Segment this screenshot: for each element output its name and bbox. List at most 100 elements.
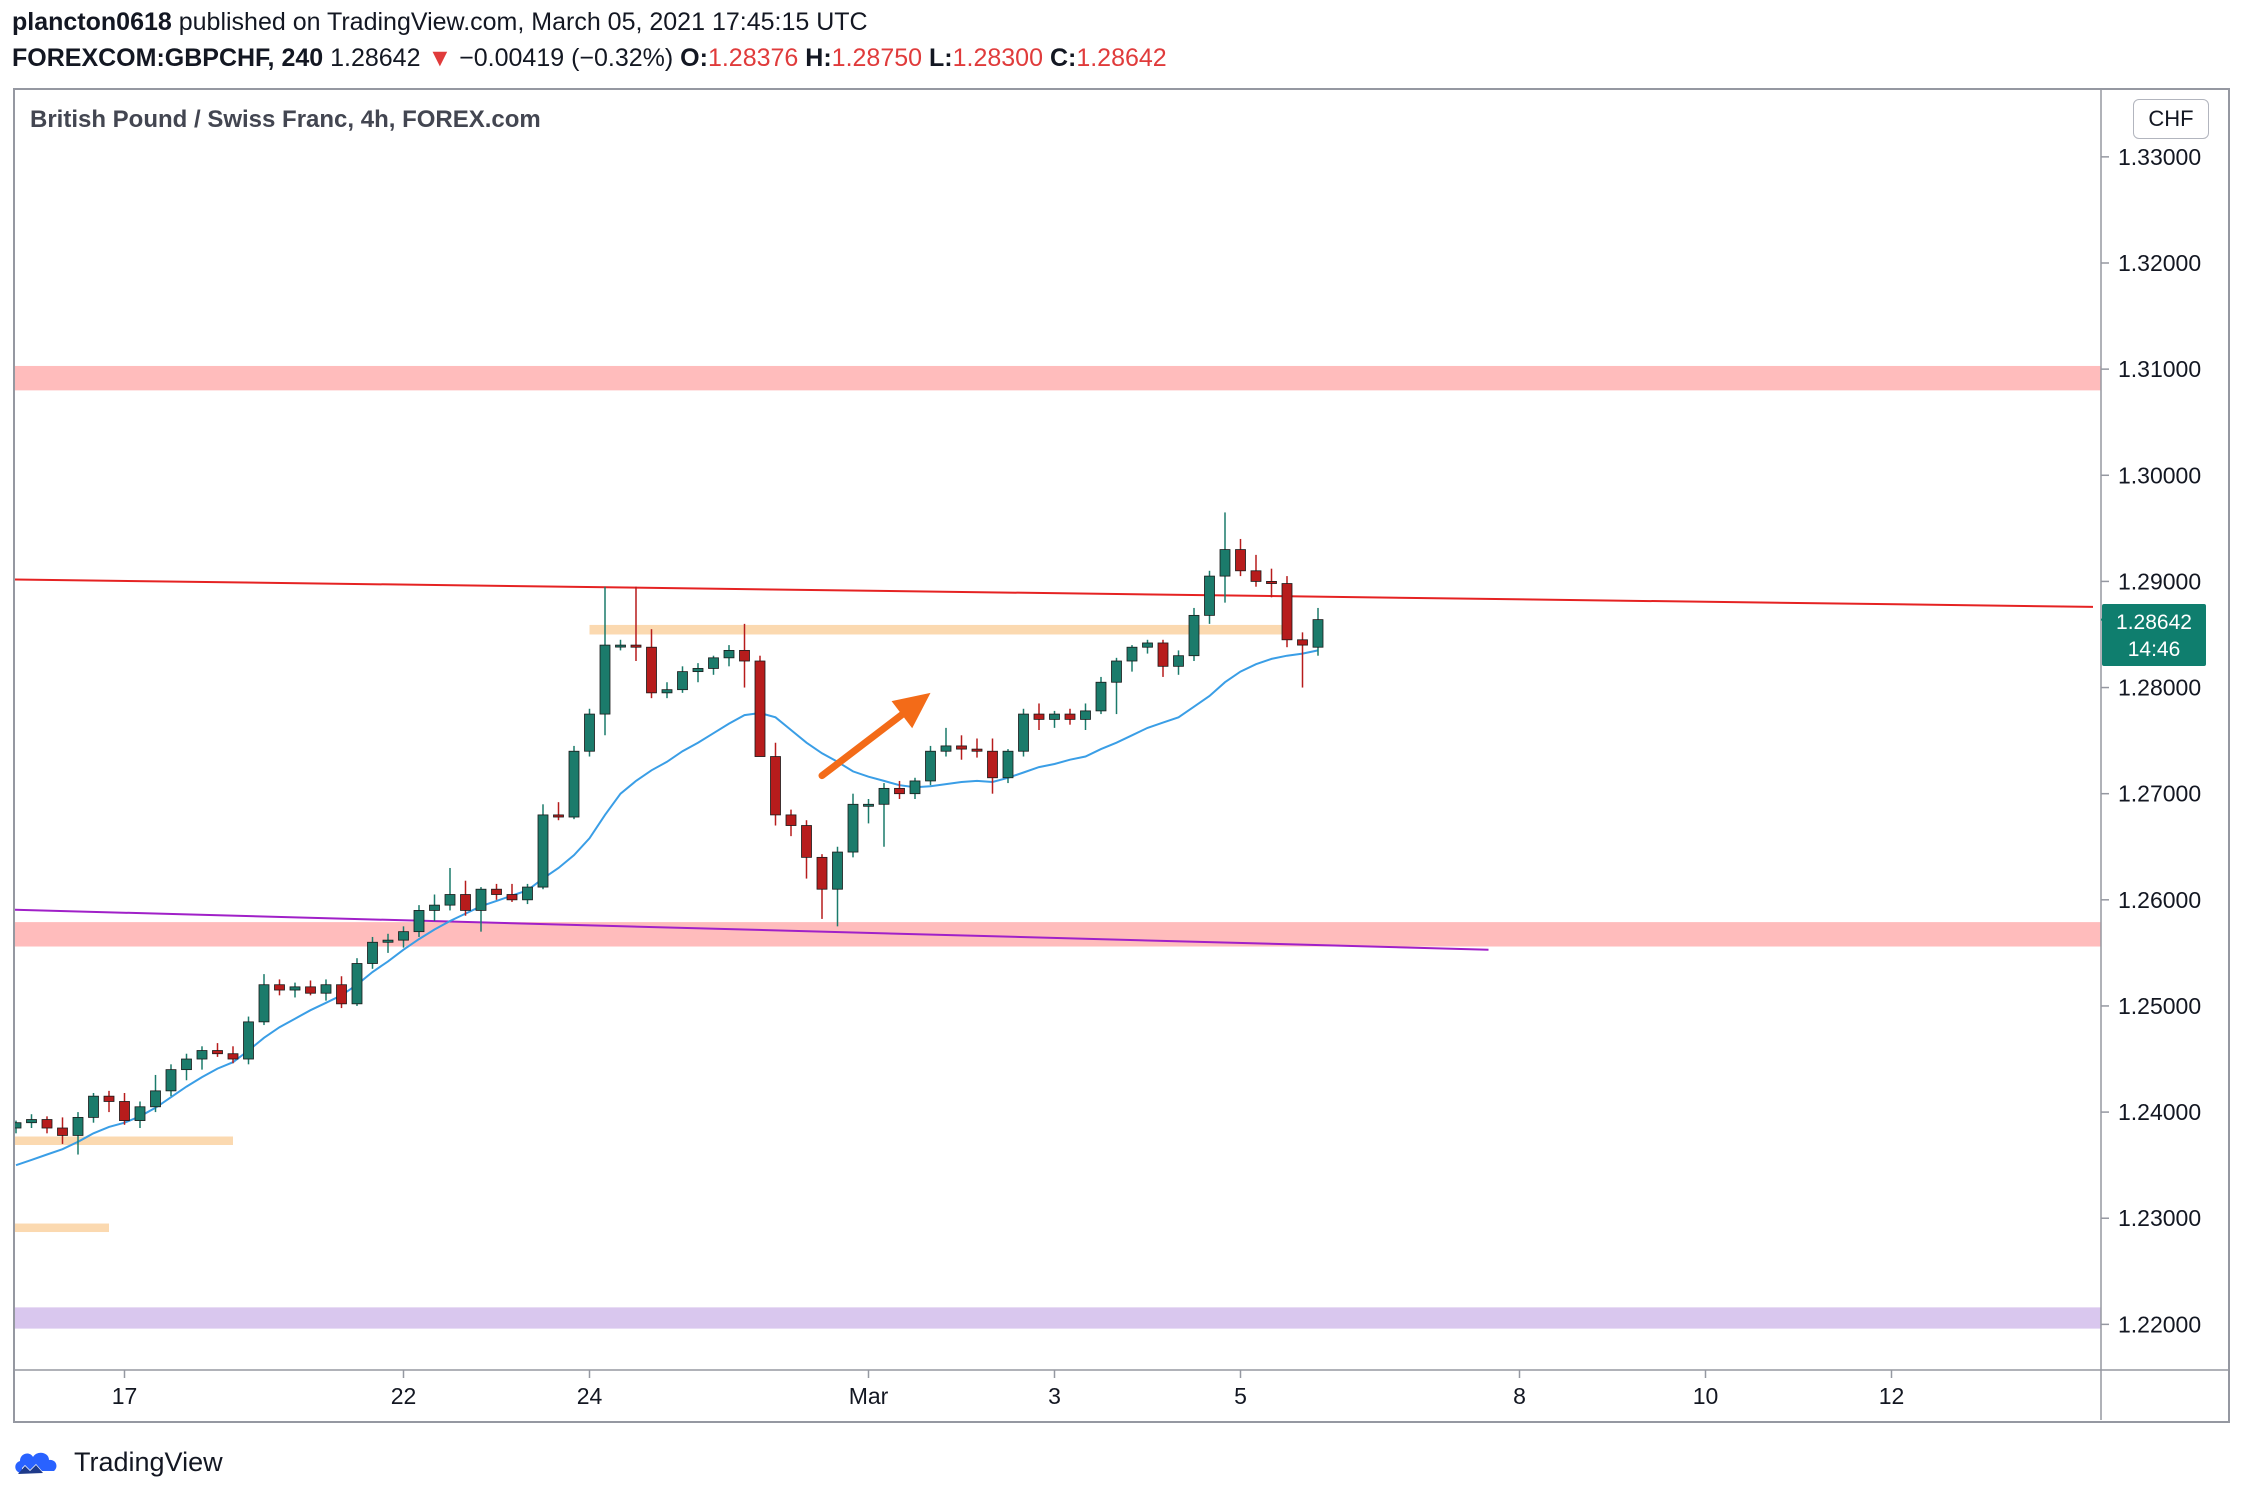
close-value: 1.28642 <box>1076 44 1167 72</box>
candle-body <box>1018 713 1029 752</box>
candle-body <box>103 1095 115 1102</box>
candle <box>615 639 626 651</box>
candle-body <box>1173 655 1184 667</box>
tradingview-logo[interactable]: TradingView <box>12 1442 223 1482</box>
candle-body <box>708 657 719 669</box>
low-label: L: <box>929 44 953 72</box>
candle <box>847 793 859 858</box>
candle-body <box>568 750 580 818</box>
time-tick-label: Mar <box>849 1383 889 1409</box>
candle <box>1281 576 1293 648</box>
time-tick-label: 10 <box>1693 1383 1719 1409</box>
candle <box>1188 607 1200 662</box>
price-tick-label: 1.31000 <box>2118 356 2201 382</box>
candle-body <box>1126 646 1138 662</box>
candle <box>367 936 378 969</box>
candle-body <box>1095 681 1107 712</box>
zone-orange-4 <box>15 1136 233 1145</box>
candle <box>537 804 549 890</box>
time-tick-label: 17 <box>112 1383 138 1409</box>
candle-body <box>630 644 642 648</box>
candle-body <box>832 851 843 890</box>
candle-body <box>894 787 905 795</box>
support-trendline <box>15 908 1489 951</box>
candle-body <box>940 745 952 752</box>
candle <box>398 926 409 948</box>
candle <box>444 867 456 911</box>
candle-body <box>1219 549 1231 577</box>
candle-body <box>1049 713 1060 720</box>
trend-arrow-head <box>891 692 931 729</box>
zone-red-0 <box>15 365 2101 391</box>
candle <box>878 783 890 847</box>
publisher-username[interactable]: plancton0618 <box>12 8 172 36</box>
candle <box>1064 708 1076 725</box>
price-change: −0.00419 (−0.32%) <box>459 44 674 72</box>
candle <box>1157 639 1169 677</box>
time-tick-label: 22 <box>391 1383 417 1409</box>
candle <box>1219 512 1231 603</box>
candle-body <box>584 713 595 752</box>
candle <box>599 586 611 736</box>
candle <box>181 1053 192 1081</box>
candle-body <box>1266 581 1277 584</box>
candle <box>863 798 874 824</box>
tradingview-cloud-icon <box>15 1452 57 1474</box>
price-tick-label: 1.24000 <box>2118 1099 2201 1125</box>
candle-body <box>1080 710 1091 720</box>
candle <box>119 1092 130 1125</box>
candle-body <box>274 984 285 991</box>
candle <box>553 802 564 821</box>
candle <box>212 1043 223 1057</box>
candle <box>816 854 828 919</box>
candle <box>88 1092 99 1123</box>
candle <box>57 1117 68 1144</box>
candle-body <box>878 787 890 805</box>
candle <box>1033 703 1045 730</box>
candle-body <box>227 1053 239 1060</box>
candle <box>103 1090 115 1113</box>
candle <box>1204 570 1215 624</box>
candle-body <box>661 689 673 694</box>
candle-body <box>925 750 936 782</box>
candle <box>305 980 316 996</box>
price-tick-label: 1.29000 <box>2118 568 2201 594</box>
currency-button[interactable]: CHF <box>2133 99 2209 139</box>
candle-body <box>444 894 456 906</box>
candle-body <box>677 671 688 691</box>
candle-body <box>522 886 533 901</box>
high-label: H: <box>805 44 832 72</box>
open-label: O: <box>680 44 708 72</box>
candle-body <box>1111 660 1122 683</box>
tradingview-logo-text: TradingView <box>74 1446 223 1477</box>
down-arrow-icon: ▼ <box>427 44 453 72</box>
candle-body <box>181 1058 192 1071</box>
candle <box>661 682 673 699</box>
candle <box>258 974 270 1026</box>
candle-body <box>382 939 394 943</box>
candle-body <box>57 1127 68 1136</box>
candle-body <box>1064 713 1076 720</box>
close-label: C: <box>1049 44 1077 72</box>
candle <box>1297 632 1308 688</box>
candle <box>243 1016 254 1065</box>
candle-body <box>413 910 425 933</box>
candle <box>460 880 471 916</box>
candle-body <box>816 856 828 890</box>
candle <box>429 894 440 922</box>
candle-body <box>320 984 332 994</box>
price-tick-label: 1.32000 <box>2118 250 2201 276</box>
candle-body <box>119 1101 130 1121</box>
candle <box>475 887 487 932</box>
candle-body <box>847 803 859 853</box>
candle <box>1250 554 1262 587</box>
candle-body <box>1235 549 1246 572</box>
candle-body <box>1002 750 1014 779</box>
candle <box>956 735 967 760</box>
candle-body <box>491 888 502 895</box>
candle <box>971 738 983 758</box>
candle <box>770 742 781 826</box>
zone-red-1 <box>15 922 2101 947</box>
candle-body <box>351 963 363 1005</box>
